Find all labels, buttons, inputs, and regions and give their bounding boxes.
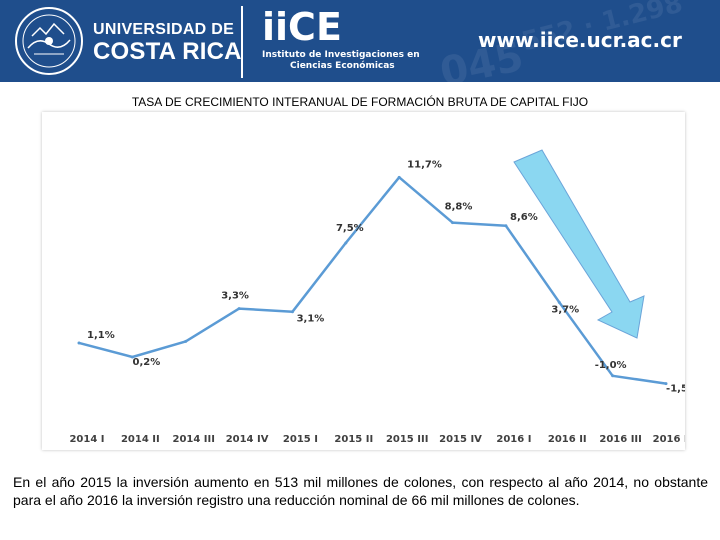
x-tick-label: 2015 IV xyxy=(439,434,482,445)
x-tick-label: 2014 IV xyxy=(226,434,269,445)
x-tick-label: 2016 III xyxy=(599,434,641,445)
series-line xyxy=(78,176,667,385)
downward-trend-arrow-icon xyxy=(513,149,645,339)
institute-logo: iiCE xyxy=(262,5,342,49)
x-tick-label: 2016 I xyxy=(496,434,531,445)
data-point-2014-ii xyxy=(130,355,134,359)
x-tick-label: 2015 I xyxy=(283,434,318,445)
data-label: 3,7% xyxy=(551,304,579,315)
x-tick-label: 2014 I xyxy=(69,434,104,445)
data-label: 1,1% xyxy=(87,330,115,341)
university-line1: UNIVERSIDAD DE xyxy=(93,21,235,38)
chart-container: 1,1% 0,2% 3,3% 3,1% 7,5% 11,7% 8,8% 8,6% 3,7% -1,… xyxy=(42,112,685,450)
line-chart: 1,1% 0,2% 3,3% 3,1% 7,5% 11,7% 8,8% 8,6% 3,7% -1,… xyxy=(69,149,685,445)
x-tick-label: 2016 II xyxy=(548,434,587,445)
header-banner: 552 · 1.298 045 UNIVERSIDAD DE COSTA RIC… xyxy=(0,0,720,82)
data-label: 3,3% xyxy=(221,291,249,302)
data-point-2014-iv xyxy=(237,307,241,311)
data-point-2014-iii xyxy=(184,339,188,343)
data-label: 11,7% xyxy=(407,159,442,170)
caption-text: En el año 2015 la inversión aumento en 5… xyxy=(13,474,708,508)
header-divider xyxy=(241,6,243,78)
data-label: 0,2% xyxy=(132,357,160,368)
x-tick-label: 2015 III xyxy=(386,434,428,445)
data-label: 8,6% xyxy=(510,212,538,223)
university-name: UNIVERSIDAD DE COSTA RICA xyxy=(93,22,242,64)
data-label: 7,5% xyxy=(336,223,364,234)
x-tick-label: 2014 II xyxy=(121,434,160,445)
data-label: 3,1% xyxy=(297,314,325,325)
institute-url[interactable]: www.iice.ucr.ac.cr xyxy=(478,28,682,52)
institute-line2: Ciencias Económicas xyxy=(290,61,395,71)
data-point-2016-ii xyxy=(557,300,561,304)
data-label: -1,5% xyxy=(666,384,685,395)
data-label: -1,0% xyxy=(595,360,627,371)
institute-name: Instituto de Investigaciones en Ciencias… xyxy=(262,50,420,72)
trend-arrow-annotation xyxy=(513,149,645,339)
data-point-2016-i xyxy=(504,224,508,228)
data-point-2015-i xyxy=(290,310,294,314)
university-line2: COSTA RICA xyxy=(93,38,242,65)
data-point-2016-iv xyxy=(664,382,668,386)
x-tick-label: 2015 II xyxy=(334,434,373,445)
data-point-2015-iii xyxy=(397,175,401,179)
data-point-2015-iv xyxy=(451,221,455,225)
data-point-2016-iii xyxy=(611,374,615,378)
data-point-2015-ii xyxy=(344,241,348,245)
chart-title: TASA DE CRECIMIENTO INTERANUAL DE FORMAC… xyxy=(131,95,589,109)
university-seal-icon xyxy=(15,7,83,75)
x-tick-label: 2014 III xyxy=(172,434,214,445)
data-point-2014-i xyxy=(77,341,81,345)
institute-line1: Instituto de Investigaciones en xyxy=(262,50,420,60)
data-label: 8,8% xyxy=(445,202,473,213)
x-tick-label: 2016 IV xyxy=(653,434,685,445)
